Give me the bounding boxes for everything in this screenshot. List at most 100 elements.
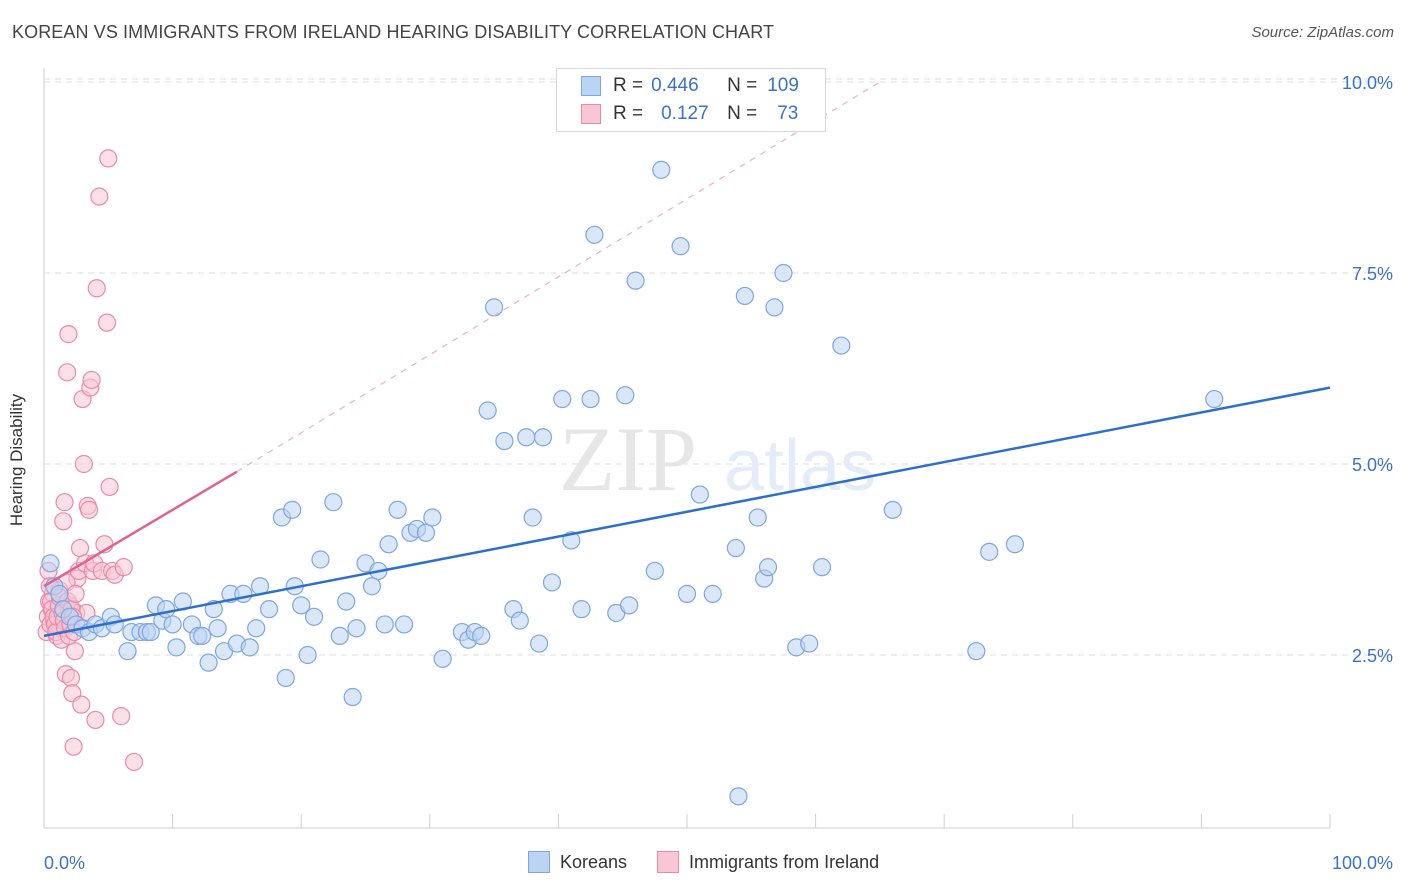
korean-point bbox=[485, 298, 504, 317]
korean-point bbox=[208, 619, 227, 638]
ireland-point bbox=[97, 313, 117, 332]
korean-point bbox=[510, 611, 529, 630]
korean-point bbox=[523, 508, 542, 527]
x-min-label: 0.0% bbox=[44, 853, 86, 873]
korean-point bbox=[259, 600, 279, 619]
legend-row-koreans: R = 0.446 N = 109 bbox=[581, 73, 799, 99]
korean-point bbox=[163, 615, 182, 634]
x-max-label: 100.0% bbox=[1331, 853, 1393, 873]
korean-point bbox=[478, 401, 497, 420]
korean-point bbox=[416, 523, 436, 542]
korean-point bbox=[118, 642, 137, 661]
korean-point bbox=[671, 237, 690, 256]
legend-label-ireland: Immigrants from Ireland bbox=[689, 851, 880, 872]
korean-point bbox=[832, 336, 851, 355]
korean-trend-line bbox=[43, 386, 1331, 638]
korean-point bbox=[240, 638, 259, 657]
legend-swatch-koreans bbox=[528, 851, 550, 873]
korean-point bbox=[572, 600, 591, 619]
watermark-zip: ZIP bbox=[559, 408, 697, 510]
korean-point bbox=[375, 615, 394, 634]
axes bbox=[43, 68, 1331, 829]
korean-point bbox=[690, 485, 709, 504]
korean-point bbox=[311, 550, 330, 569]
korean-point bbox=[276, 668, 295, 688]
korean-point bbox=[758, 558, 778, 577]
legend-swatch-ireland bbox=[657, 851, 680, 873]
korean-point bbox=[141, 622, 160, 642]
ireland-point bbox=[58, 363, 77, 382]
korean-point bbox=[800, 634, 819, 653]
ireland-point bbox=[59, 325, 78, 344]
y-tick-labels: 2.5% 5.0% 7.5% 10.0% bbox=[1342, 73, 1393, 666]
korean-point bbox=[735, 286, 754, 306]
korean-point bbox=[645, 561, 664, 581]
watermark: ZIP atlas bbox=[559, 408, 876, 510]
korean-point bbox=[388, 500, 407, 519]
korean-point bbox=[379, 535, 398, 554]
korean-point bbox=[652, 160, 671, 179]
r-value: 0.127 bbox=[661, 103, 709, 124]
korean-point bbox=[967, 642, 986, 661]
ireland-point bbox=[87, 279, 106, 298]
korean-point bbox=[726, 538, 745, 558]
ireland-point bbox=[72, 695, 91, 714]
korean-point bbox=[626, 271, 645, 290]
korean-point bbox=[343, 687, 362, 707]
korean-point bbox=[472, 626, 491, 646]
korean-point bbox=[616, 386, 635, 405]
korean-point bbox=[41, 554, 60, 573]
korean-point bbox=[774, 263, 793, 283]
korean-point bbox=[585, 225, 604, 244]
korean-point bbox=[883, 500, 902, 519]
chart-title: KOREAN VS IMMIGRANTS FROM IRELAND HEARIN… bbox=[12, 22, 775, 42]
korean-point bbox=[199, 653, 218, 672]
ireland-point bbox=[65, 642, 84, 661]
trend-lines bbox=[43, 81, 1331, 638]
ireland-point bbox=[64, 737, 83, 756]
korean-point bbox=[283, 500, 302, 519]
gridlines bbox=[44, 78, 1392, 656]
korean-point bbox=[324, 493, 343, 512]
legend-item-ireland: Immigrants from Ireland bbox=[657, 851, 879, 873]
ireland-point bbox=[86, 710, 105, 730]
korean-point bbox=[812, 558, 832, 577]
n-label: N = bbox=[727, 103, 758, 124]
korean-point bbox=[765, 298, 784, 317]
legend-swatch-pink bbox=[581, 104, 601, 124]
y-tick-label: 5.0% bbox=[1352, 455, 1393, 475]
korean-point bbox=[157, 600, 176, 619]
legend-row-ireland: R = 0.127 N = 73 bbox=[581, 101, 798, 127]
korean-point bbox=[167, 638, 186, 657]
korean-point bbox=[362, 577, 382, 596]
series-legend: Koreans Immigrants from Ireland bbox=[528, 851, 909, 873]
y-tick-label: 2.5% bbox=[1352, 646, 1393, 666]
correlation-legend: R = 0.446 N = 109 R = 0.127 N = 73 bbox=[556, 68, 826, 132]
korean-point bbox=[677, 584, 697, 603]
ireland-point bbox=[55, 493, 74, 512]
ireland-point bbox=[74, 454, 93, 474]
ireland-point bbox=[90, 187, 109, 206]
r-label: R = bbox=[613, 75, 644, 96]
ireland-point bbox=[61, 668, 81, 688]
ireland-point bbox=[112, 707, 131, 726]
korean-point bbox=[1005, 535, 1025, 554]
korean-point bbox=[298, 645, 317, 665]
korean-point bbox=[433, 649, 452, 668]
n-value: 73 bbox=[777, 103, 799, 124]
ireland-trend-extension bbox=[236, 81, 881, 473]
ireland-point bbox=[54, 512, 73, 531]
legend-item-koreans: Koreans bbox=[528, 851, 627, 873]
korean-point bbox=[394, 615, 414, 634]
korean-point bbox=[517, 428, 536, 447]
ireland-trend-line bbox=[43, 470, 238, 588]
r-value: 0.446 bbox=[651, 75, 699, 96]
ireland-point bbox=[100, 477, 119, 497]
korean-point bbox=[1205, 389, 1224, 409]
ireland-point bbox=[66, 584, 85, 603]
ireland-point bbox=[124, 752, 144, 772]
korean-point bbox=[729, 787, 748, 806]
korean-point bbox=[620, 596, 639, 615]
korean-point bbox=[553, 389, 572, 409]
korean-point bbox=[530, 634, 549, 653]
